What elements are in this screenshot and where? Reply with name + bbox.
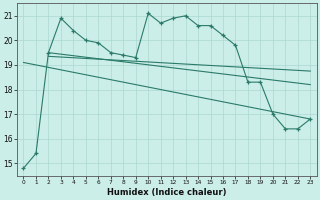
- X-axis label: Humidex (Indice chaleur): Humidex (Indice chaleur): [107, 188, 227, 197]
